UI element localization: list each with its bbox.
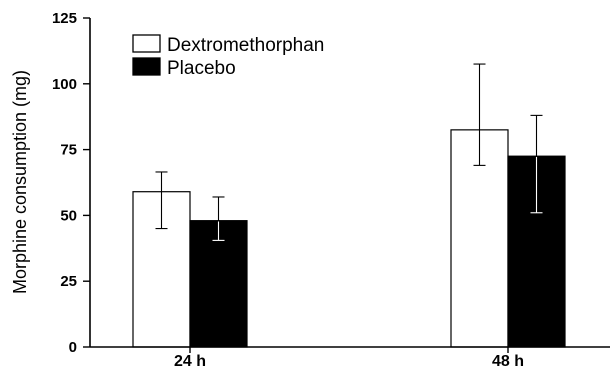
error-bar-dextromethorphan-2 [473, 63, 486, 166]
legend-swatch-dextromethorphan [132, 34, 161, 53]
y-tick-label-75: 75 [60, 142, 77, 159]
axes-layer [89, 18, 610, 348]
x-category-label-2: 48 h [492, 353, 524, 370]
legend-label-dextromethorphan: Dextromethorphan [167, 35, 324, 56]
error-bar-dextromethorphan-1 [155, 171, 168, 230]
x-category-label-1: 24 h [174, 353, 206, 370]
x-categories: 24 h 48 h [174, 347, 524, 370]
y-tick-label-100: 100 [52, 76, 77, 93]
y-tick-label-25: 25 [60, 273, 77, 290]
bars-layer [132, 129, 566, 348]
y-tick-label-50: 50 [60, 207, 77, 224]
y-axis-label: Morphine consumption (mg) [10, 70, 30, 294]
y-tick-label-0: 0 [69, 339, 77, 356]
legend-label-placebo: Placebo [167, 58, 236, 79]
y-ticks: 0 25 50 75 100 125 [52, 10, 90, 356]
error-bars-layer [155, 63, 543, 241]
bar-dextromethorphan-2 [450, 129, 509, 348]
y-tick-label-125: 125 [52, 10, 77, 27]
legend-swatch-placebo [132, 57, 161, 76]
legend: Dextromethorphan Placebo [132, 34, 324, 79]
